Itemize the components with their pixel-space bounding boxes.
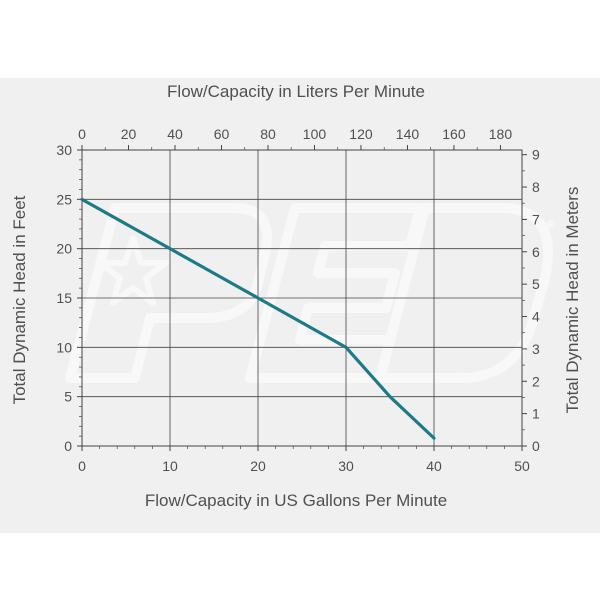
right-tick-label: 0 — [532, 438, 540, 454]
top-tick-label: 80 — [260, 126, 276, 142]
chart-panel: ® 0 10 20 30 40 50 0 5 10 15 20 25 30 0 20 40 60 80 100 120… — [0, 78, 600, 533]
bottom-tick-label: 30 — [338, 458, 354, 474]
bottom-axis-title: Flow/Capacity in US Gallons Per Minute — [145, 491, 447, 510]
top-tick-label: 100 — [303, 126, 327, 142]
bottom-tick-label: 40 — [426, 458, 442, 474]
bottom-tick-label: 0 — [78, 458, 86, 474]
bottom-tick-label: 10 — [162, 458, 178, 474]
left-tick-label: 0 — [64, 438, 72, 454]
bottom-tick-label: 50 — [514, 458, 530, 474]
right-tick-label: 1 — [532, 406, 540, 422]
top-tick-label: 60 — [214, 126, 230, 142]
right-tick-label: 9 — [532, 147, 540, 163]
left-tick-label: 25 — [56, 191, 72, 207]
right-axis-title: Total Dynamic Head in Meters — [563, 187, 582, 414]
top-axis-title: Flow/Capacity in Liters Per Minute — [167, 82, 425, 101]
right-tick-label: 6 — [532, 244, 540, 260]
right-tick-label: 8 — [532, 179, 540, 195]
top-tick-label: 120 — [349, 126, 373, 142]
top-tick-label: 180 — [489, 126, 513, 142]
series-layer — [80, 197, 436, 440]
left-tick-label: 15 — [56, 290, 72, 306]
right-tick-label: 7 — [532, 211, 540, 227]
series-line-0 — [80, 197, 436, 440]
right-tick-label: 5 — [532, 276, 540, 292]
registered-mark: ® — [547, 219, 555, 231]
bottom-tick-label: 20 — [250, 458, 266, 474]
left-tick-label: 10 — [56, 339, 72, 355]
left-tick-label: 5 — [64, 389, 72, 405]
top-tick-label: 20 — [121, 126, 137, 142]
left-axis-title: Total Dynamic Head in Feet — [10, 195, 29, 404]
top-tick-label: 160 — [442, 126, 466, 142]
top-tick-label: 0 — [78, 126, 86, 142]
grid-layer — [81, 149, 523, 447]
top-tick-label: 140 — [396, 126, 420, 142]
left-tick-label: 30 — [56, 142, 72, 158]
right-tick-label: 2 — [532, 373, 540, 389]
top-tick-label: 40 — [167, 126, 183, 142]
right-tick-label: 4 — [532, 309, 540, 325]
left-tick-label: 20 — [56, 241, 72, 257]
right-tick-label: 3 — [532, 341, 540, 357]
